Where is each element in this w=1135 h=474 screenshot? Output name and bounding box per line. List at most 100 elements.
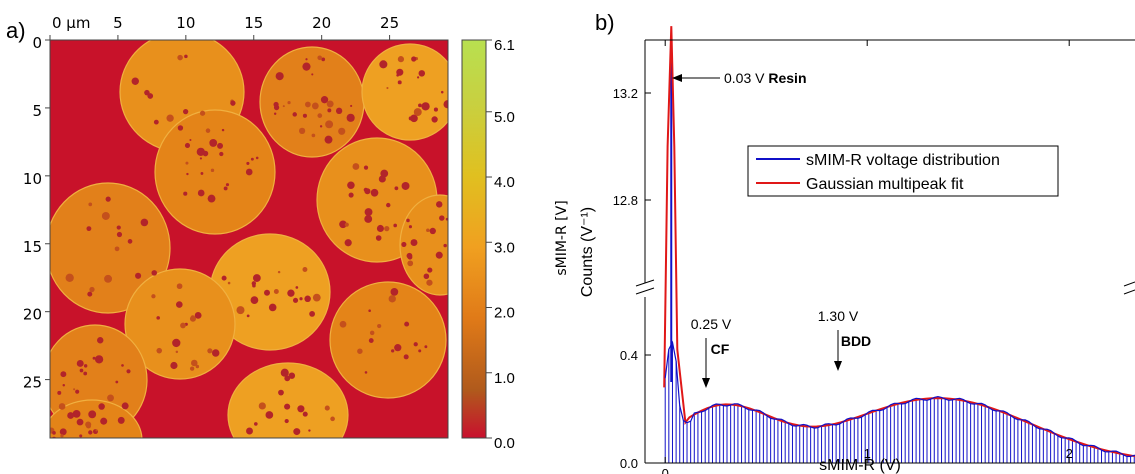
particle-speckle [449,262,452,265]
particle [227,362,349,438]
annotation-resin-value: 0.03 V [724,70,765,86]
particle-speckle [236,306,245,315]
particle [50,182,171,314]
colorbar-tick-label: 0.0 [494,435,515,452]
map-x-tick-label: 15 [244,14,263,32]
particle-speckle [440,90,444,94]
particle-speckle [324,405,330,411]
legend-box [747,145,1059,197]
annotation-cf: 0.25 V CF [691,316,732,388]
particle-speckle [339,220,347,229]
particle-speckle [246,161,250,165]
particle-speckle [273,101,279,108]
particle-speckle [311,102,319,110]
particle-speckle [311,73,314,76]
particle-speckle [199,157,203,160]
particle-speckle [410,239,418,247]
particle-speckle [350,104,353,108]
particle-speckle [67,448,69,450]
particle-speckle [223,186,228,191]
particle-speckle [363,165,369,170]
particle-speckle [302,62,311,71]
particle-speckle [153,119,159,125]
particle-speckle [67,412,75,419]
histogram-x-ticks: 0123 [662,40,1073,474]
particle-speckle [396,73,400,77]
histogram-y-tick-label: 0.4 [620,348,638,363]
particle-speckle [258,402,266,410]
particle-speckle [60,371,67,378]
particle-speckle [246,314,250,318]
heatmap-map [50,40,452,455]
particle-speckle [209,139,218,147]
particle-speckle [184,142,191,149]
particle-speckle [344,222,349,227]
particle-speckle [255,156,259,160]
x-title-text: sMIM-R (V) [819,457,901,474]
particle-speckle [325,120,334,129]
particle-speckle [287,100,291,105]
particle-speckle [115,380,119,384]
svg-text:0.03 V Resin: 0.03 V Resin [724,70,807,86]
histogram-y-tick-label: 12.8 [613,193,638,208]
particle-speckle [60,434,64,438]
particle-speckle [98,450,103,455]
particle-speckle [408,116,413,121]
particle-speckle [304,101,311,108]
particle-speckle [298,127,306,135]
particle-speckle [287,289,295,297]
particle-speckle [277,270,281,274]
particle-speckle [326,100,334,108]
particle-speckle [51,441,57,447]
particle-speckle [284,418,289,424]
particle-speckle [79,434,83,438]
particle-speckle [386,86,389,90]
histogram-x-tick-label: 0 [662,466,669,474]
particle-speckle [69,440,75,446]
particle-speckle [280,368,289,377]
map-x-tick-label: 25 [380,14,399,32]
histogram-x-tick-label: 2 [1066,446,1073,461]
particle-speckle [147,93,154,99]
particle-speckle [304,295,311,303]
annotation-bdd: 1.30 V BDD [818,308,871,371]
particle-speckle [444,102,448,106]
particle-speckle [151,294,156,299]
particle-speckle [194,311,202,319]
particle-speckle [404,321,410,327]
particle-speckle [273,289,279,295]
particle-speckle [309,311,315,317]
axis-break-marker [635,279,1135,295]
particle-speckle [230,100,236,106]
particle-speckle [127,239,133,244]
particle-speckle [388,295,396,303]
particle-speckle [431,116,438,123]
particle-speckle [92,437,94,438]
distribution-line [664,340,1135,458]
histogram-y-tick-label: 13.2 [613,86,638,101]
particle-speckle [335,107,343,115]
particle-speckle [413,108,422,117]
particles-group [50,40,452,455]
particle-speckle [245,168,253,176]
annotation-resin: 0.03 V Resin [672,70,807,86]
particle-speckle [196,147,205,157]
map-y-tick-label: 20 [23,306,42,324]
annotation-cf-label: CF [711,341,730,357]
panel-b-label: b) [595,10,615,35]
particle-speckle [292,297,299,303]
particle-speckle [72,409,81,418]
annotation-cf-value: 0.25 V [691,316,732,332]
particle-speckle [379,60,388,69]
particle-speckle [116,231,123,238]
particle-speckle [183,109,189,115]
particle-speckle [58,403,66,410]
particle [154,109,276,235]
particle-speckle [107,394,114,402]
particle-speckle [448,204,451,207]
particle-speckle [278,389,284,396]
particle-speckle [95,429,98,432]
histogram-bars [664,52,1135,463]
particle-speckle [297,405,305,413]
